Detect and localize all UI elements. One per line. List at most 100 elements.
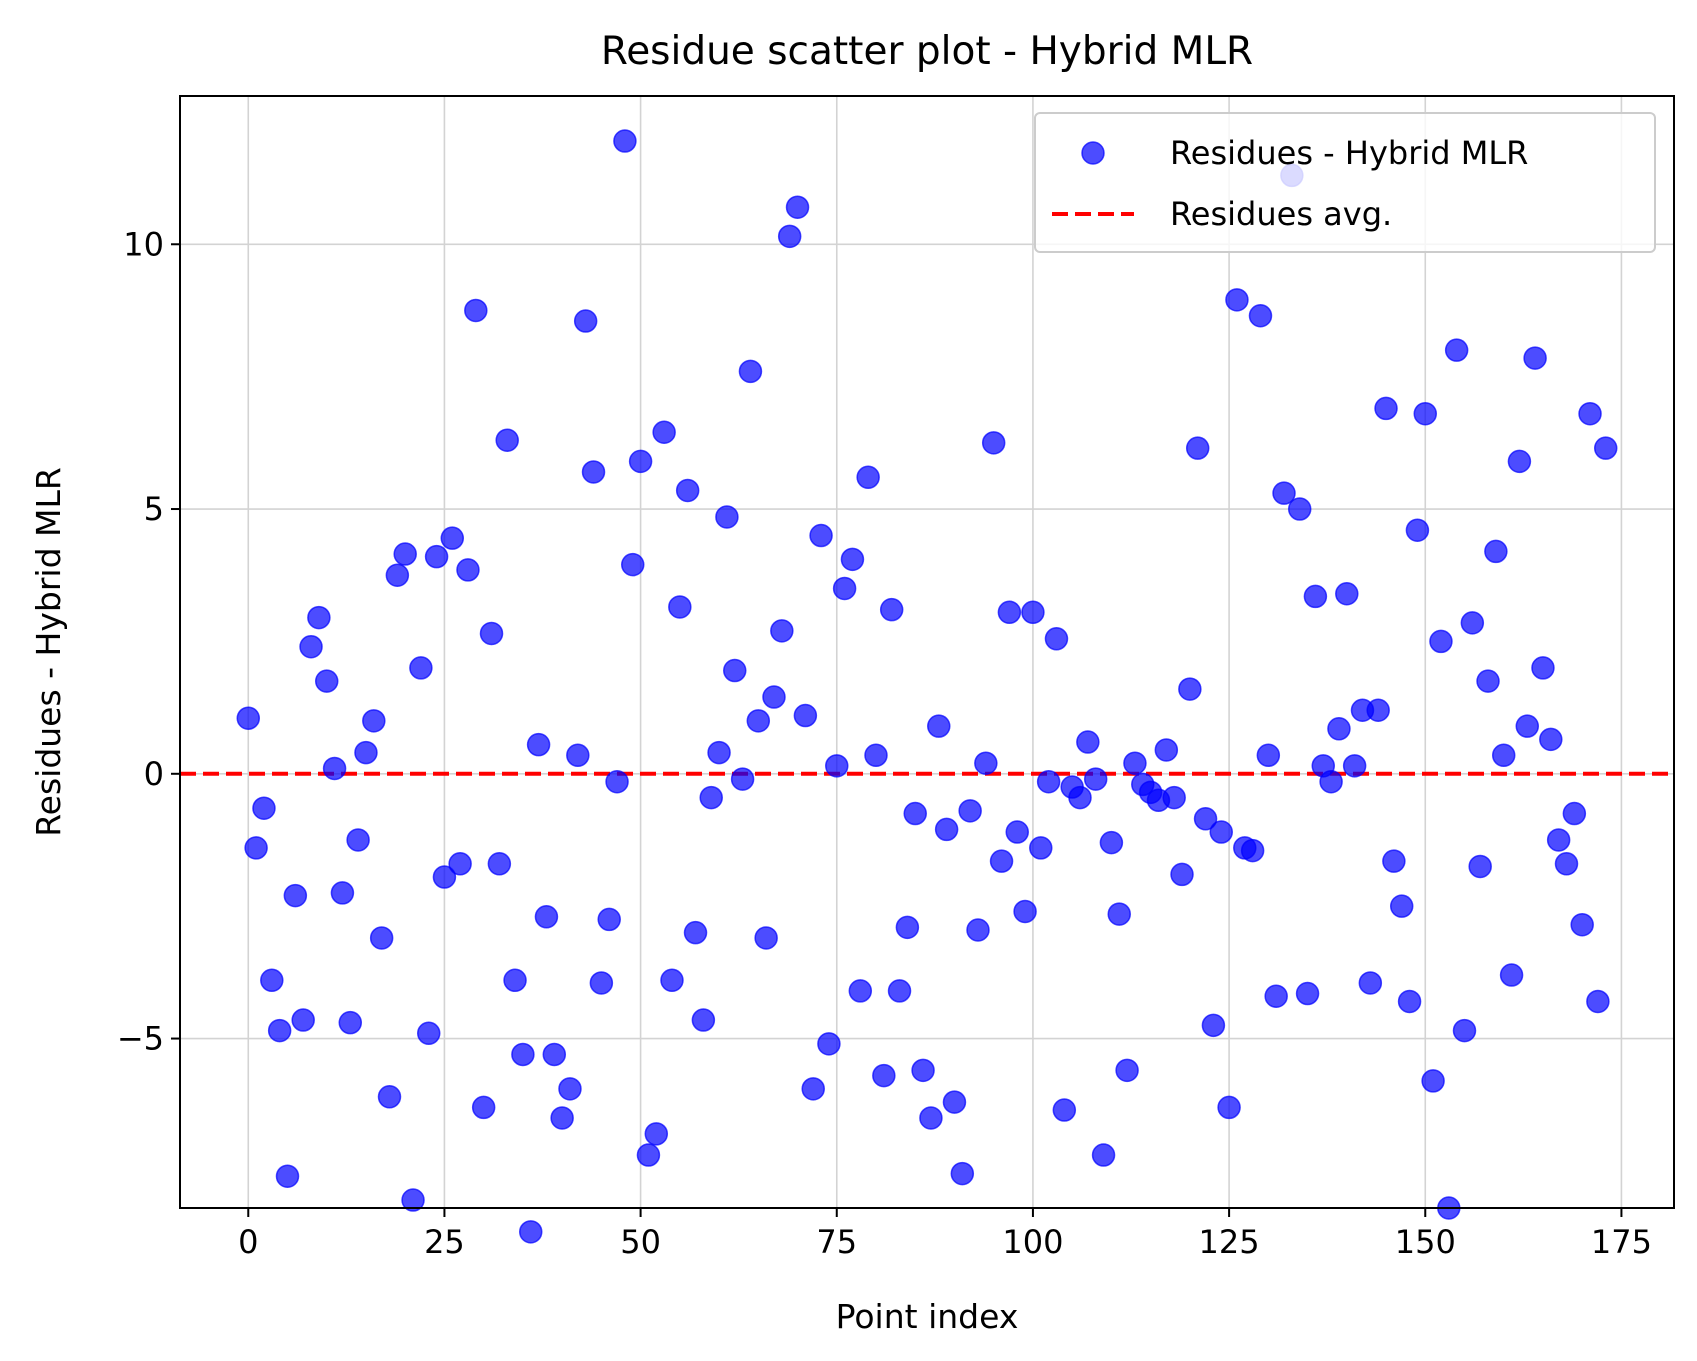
residue-point [981, 431, 1006, 455]
residue-point [1562, 801, 1587, 826]
residue-point [1531, 656, 1555, 680]
residue-point [887, 979, 912, 1003]
residue-point [1052, 1098, 1077, 1122]
residue-point [1154, 738, 1179, 762]
axis-ticks: 0 25 50 75 100 125 150 175 −5 0 5 10 [117, 225, 1652, 1261]
residue-point [1256, 743, 1281, 768]
residue-point [848, 979, 873, 1003]
residue-point [1476, 669, 1500, 693]
residue-point [919, 1106, 943, 1130]
residue-point [503, 968, 527, 993]
residue-point [322, 756, 347, 781]
residue-point [1335, 582, 1359, 606]
residue-point [1468, 854, 1492, 879]
legend-label-avg: Residues avg. [1170, 195, 1392, 233]
residue-point [1115, 1058, 1139, 1083]
residue-point [1201, 1013, 1226, 1038]
residue-point [354, 740, 378, 765]
residue-point [369, 926, 394, 950]
residue-point [1068, 785, 1092, 810]
x-tick-label: 25 [424, 1223, 465, 1261]
residue-point [534, 905, 559, 929]
residue-point [1021, 600, 1045, 625]
residue-point [314, 669, 339, 693]
residue-point [1460, 611, 1485, 635]
residue-point [1382, 849, 1406, 873]
residue-point [464, 298, 488, 323]
residue-point [542, 1042, 567, 1067]
residue-point [636, 1143, 661, 1167]
residue-point [1421, 1069, 1445, 1093]
residue-point [1162, 785, 1186, 810]
residue-point [1578, 401, 1602, 426]
residue-point [1209, 820, 1233, 844]
points-layer [236, 129, 1618, 1244]
residue-point [762, 685, 786, 709]
residue-point [1123, 751, 1147, 775]
residue-point [424, 544, 449, 569]
residue-point [1303, 584, 1328, 609]
residue-point [683, 920, 708, 945]
residue-point [385, 563, 410, 587]
residue-point [401, 1188, 425, 1212]
x-tick-label: 125 [1199, 1223, 1260, 1261]
residue-point [416, 1021, 441, 1046]
residue-point [707, 740, 731, 765]
residue-point [1272, 481, 1296, 505]
residue-point [558, 1077, 582, 1101]
residue-point [362, 709, 386, 733]
residue-point [770, 619, 794, 643]
residue-point [1083, 767, 1108, 791]
grid [180, 96, 1674, 1208]
residue-point [566, 743, 590, 768]
residue-point [958, 799, 982, 823]
residue-point [393, 542, 417, 566]
residue-point [668, 595, 692, 619]
residue-point [495, 428, 519, 452]
residue-point [785, 195, 810, 219]
residue-point [856, 465, 880, 490]
residue-point [1539, 727, 1563, 752]
residue-point [581, 460, 606, 484]
residue-point [456, 558, 480, 582]
residue-point [1044, 627, 1069, 651]
residue-point [644, 1122, 669, 1146]
residue-point [825, 754, 849, 778]
residue-point [346, 828, 370, 852]
residue-point [1076, 730, 1100, 754]
residue-point [440, 526, 465, 550]
residue-point [299, 634, 323, 659]
residue-point [236, 706, 261, 730]
residue-point [487, 852, 512, 876]
residue-point [1327, 717, 1351, 741]
legend-marker-scatter [1081, 141, 1105, 165]
residue-point [1091, 1143, 1116, 1167]
residue-point [330, 881, 355, 905]
residue-point [1358, 971, 1383, 995]
residue-point [479, 621, 504, 646]
residue-point [1484, 539, 1508, 564]
residue-point [1374, 396, 1398, 421]
residue-point [1217, 1095, 1241, 1120]
residue-point [1523, 346, 1547, 370]
residue-point [723, 658, 747, 683]
y-tick-label: −5 [117, 1020, 164, 1058]
residue-point [1366, 698, 1390, 722]
residue-point [715, 505, 739, 529]
x-axis-label: Point index [836, 1297, 1019, 1336]
x-tick-label: 100 [1002, 1223, 1063, 1261]
residue-point [573, 309, 598, 333]
residue-point [283, 883, 308, 908]
residue-point [911, 1058, 935, 1083]
residue-point [260, 968, 284, 993]
residue-point [1593, 436, 1618, 460]
residue-point [291, 1008, 315, 1032]
residue-point [1287, 497, 1312, 521]
residue-point [589, 971, 614, 995]
residue-point [817, 1032, 841, 1056]
residue-point [628, 449, 653, 474]
y-tick-label: 10 [123, 225, 164, 263]
residue-point [895, 915, 920, 940]
residue-point [1429, 629, 1453, 654]
